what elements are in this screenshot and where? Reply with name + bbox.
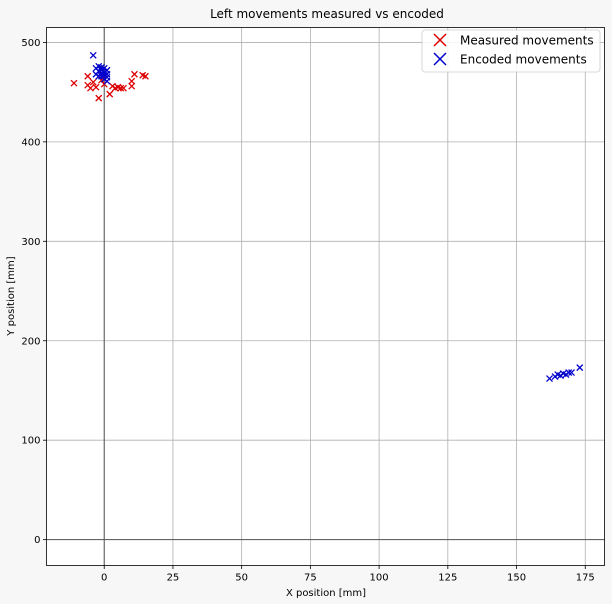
data-point (576, 364, 584, 372)
y-tick-label: 0 (34, 535, 40, 546)
series-0 (70, 70, 149, 102)
y-tick-label: 200 (21, 336, 40, 347)
data-points (70, 51, 584, 383)
x-axis-label: X position [mm] (286, 588, 366, 599)
data-point (128, 82, 136, 90)
data-point (128, 77, 136, 85)
data-point (131, 70, 138, 78)
x-tick-label: 50 (235, 573, 248, 584)
y-tick-label: 300 (21, 237, 40, 248)
data-point (70, 79, 78, 87)
data-point (565, 369, 573, 377)
legend-box (421, 29, 601, 73)
legend-marker-measured (433, 33, 447, 47)
zero-axis-lines (46, 27, 605, 566)
data-point (117, 84, 125, 92)
data-point (120, 84, 127, 92)
y-tick-label: 100 (21, 436, 40, 447)
data-point (568, 369, 575, 377)
x-tick-label: 125 (438, 573, 457, 584)
y-tick-label: 500 (21, 38, 40, 49)
x-tick-label: 0 (101, 573, 107, 584)
plot-frame (46, 27, 605, 566)
axis-ticks: 0 25 50 75 100 125 150 175 0 100 200 300 400 500 (21, 38, 594, 584)
x-tick-label: 25 (167, 573, 180, 584)
legend: Measured movements Encoded movements (421, 29, 601, 73)
chart-title: Left movements measured vs encoded (210, 7, 444, 21)
x-tick-label: 100 (370, 573, 389, 584)
legend-x-marker (433, 52, 447, 66)
data-point (103, 70, 111, 78)
data-point (87, 84, 94, 92)
y-tick-label: 400 (21, 137, 40, 148)
legend-label-encoded: Encoded movements (460, 53, 587, 67)
data-point (92, 83, 100, 91)
data-point (546, 375, 553, 383)
data-point (89, 51, 97, 59)
x-tick-label: 75 (304, 573, 317, 584)
legend-x-marker (433, 33, 447, 47)
x-tick-label: 150 (507, 573, 526, 584)
legend-label-measured: Measured movements (460, 34, 594, 48)
data-point (103, 77, 111, 85)
data-point (89, 78, 97, 86)
data-point (106, 90, 114, 98)
series-1 (89, 51, 584, 383)
data-point (95, 94, 103, 102)
data-point (84, 72, 92, 80)
y-axis-label: Y position [mm] (6, 256, 17, 336)
plot-area (46, 27, 605, 566)
x-tick-label: 175 (576, 573, 595, 584)
legend-marker-encoded (433, 52, 447, 66)
data-point (141, 72, 149, 80)
